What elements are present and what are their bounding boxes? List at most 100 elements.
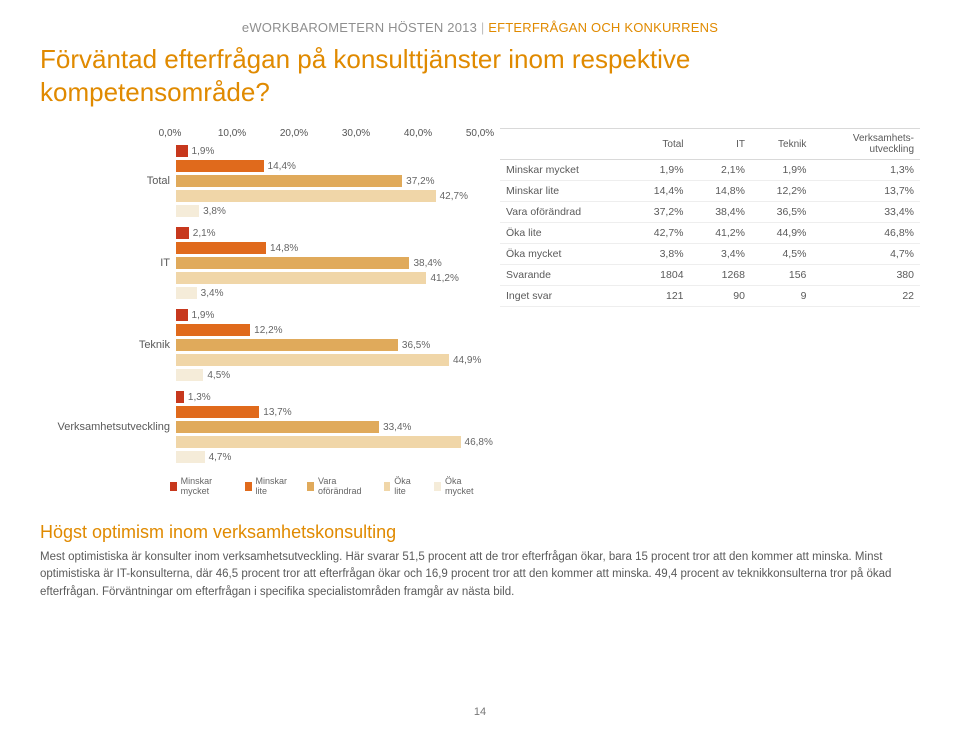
table-cell: 156: [751, 265, 812, 286]
group-label: Teknik: [40, 339, 176, 351]
bar-row: 46,8%: [40, 435, 480, 449]
bar-value: 36,5%: [398, 339, 430, 353]
x-axis: 0,0%10,0%20,0%30,0%40,0%50,0%: [40, 128, 480, 142]
table-cell: 90: [690, 286, 751, 307]
table-cell: 1,3%: [812, 160, 920, 181]
section-title: Högst optimism inom verksamhetskonsultin…: [40, 522, 920, 543]
table-header: Verksamhets-utveckling: [812, 129, 920, 160]
bar: 37,2%: [176, 175, 402, 187]
bar-chart: 0,0%10,0%20,0%30,0%40,0%50,0% 1,9%14,4%T…: [40, 128, 480, 496]
data-table-area: TotalITTeknikVerksamhets-utveckling Mins…: [500, 128, 920, 307]
legend-item: Vara oförändrad: [307, 476, 365, 496]
bar: 38,4%: [176, 257, 409, 269]
content-row: 0,0%10,0%20,0%30,0%40,0%50,0% 1,9%14,4%T…: [40, 128, 920, 496]
bar: 14,8%: [176, 242, 266, 254]
bar: 33,4%: [176, 421, 379, 433]
bar-row: 1,9%: [40, 308, 480, 322]
bar-value: 1,9%: [188, 145, 215, 159]
bar-value: 12,2%: [250, 324, 282, 338]
table-cell: 42,7%: [628, 223, 689, 244]
bar: 14,4%: [176, 160, 264, 172]
bar-value: 42,7%: [436, 190, 468, 204]
table-header: [500, 129, 628, 160]
table-header: Teknik: [751, 129, 812, 160]
table-cell: 9: [751, 286, 812, 307]
bar-row: Verksamhetsutveckling33,4%: [40, 420, 480, 434]
page-title: Förväntad efterfrågan på konsulttjänster…: [40, 43, 920, 108]
table-cell: 22: [812, 286, 920, 307]
legend-swatch: [307, 482, 314, 491]
bar-row: Total37,2%: [40, 174, 480, 188]
bar: 4,7%: [176, 451, 205, 463]
bar: 1,9%: [176, 145, 188, 157]
bar: 2,1%: [176, 227, 189, 239]
bar-value: 13,7%: [259, 406, 291, 420]
bar-value: 2,1%: [189, 227, 216, 241]
table-cell: 380: [812, 265, 920, 286]
table-cell: 4,5%: [751, 244, 812, 265]
group-label: Verksamhetsutveckling: [40, 421, 176, 433]
bar-row: 14,4%: [40, 159, 480, 173]
group-label: IT: [40, 257, 176, 269]
table-cell: 44,9%: [751, 223, 812, 244]
page-number: 14: [0, 706, 960, 718]
legend-item: Minskar mycket: [170, 476, 227, 496]
bar-row: 4,5%: [40, 368, 480, 382]
bar-row: 12,2%: [40, 323, 480, 337]
bar-row: 42,7%: [40, 189, 480, 203]
bar: 44,9%: [176, 354, 449, 366]
x-tick: 50,0%: [466, 128, 494, 139]
table-row: Minskar lite14,4%14,8%12,2%13,7%: [500, 181, 920, 202]
table-cell: 3,4%: [690, 244, 751, 265]
bar-value: 14,8%: [266, 242, 298, 256]
legend-label: Minskar lite: [256, 476, 290, 496]
bar-row: 3,8%: [40, 204, 480, 218]
bar-row: 14,8%: [40, 241, 480, 255]
table-cell: 1,9%: [751, 160, 812, 181]
table-cell: 12,2%: [751, 181, 812, 202]
x-tick: 40,0%: [404, 128, 432, 139]
bar-row: 44,9%: [40, 353, 480, 367]
table-cell: 36,5%: [751, 202, 812, 223]
x-tick: 0,0%: [159, 128, 182, 139]
bar: 4,5%: [176, 369, 203, 381]
legend-item: Öka lite: [384, 476, 417, 496]
bar-value: 33,4%: [379, 421, 411, 435]
bar-row: 3,4%: [40, 286, 480, 300]
chart-legend: Minskar mycket Minskar lite Vara oförändra…: [170, 476, 480, 496]
table-row: Öka lite42,7%41,2%44,9%46,8%: [500, 223, 920, 244]
legend-item: Öka mycket: [434, 476, 480, 496]
bar-row: 41,2%: [40, 271, 480, 285]
bar-row: 2,1%: [40, 226, 480, 240]
table-row: Minskar mycket1,9%2,1%1,9%1,3%: [500, 160, 920, 181]
table-cell: Minskar mycket: [500, 160, 628, 181]
bar: 1,3%: [176, 391, 184, 403]
table-cell: 46,8%: [812, 223, 920, 244]
table-cell: 121: [628, 286, 689, 307]
body-text: Mest optimistiska är konsulter inom verk…: [40, 549, 920, 601]
table-cell: Vara oförändrad: [500, 202, 628, 223]
table-cell: 33,4%: [812, 202, 920, 223]
table-header: Total: [628, 129, 689, 160]
data-table: TotalITTeknikVerksamhets-utveckling Mins…: [500, 128, 920, 307]
table-cell: Inget svar: [500, 286, 628, 307]
bar-value: 4,5%: [203, 369, 230, 383]
bar: 42,7%: [176, 190, 436, 202]
breadcrumb: eWORKBAROMETERN HÖSTEN 2013 | EFTERFRÅGA…: [40, 20, 920, 35]
breadcrumb-right: EFTERFRÅGAN OCH KONKURRENS: [488, 20, 718, 35]
bar-value: 1,9%: [188, 309, 215, 323]
bar: 3,4%: [176, 287, 197, 299]
bar-value: 37,2%: [402, 175, 434, 189]
x-tick: 10,0%: [218, 128, 246, 139]
bar-row: IT38,4%: [40, 256, 480, 270]
bar-value: 4,7%: [205, 451, 232, 465]
table-cell: 13,7%: [812, 181, 920, 202]
legend-swatch: [434, 482, 441, 491]
legend-label: Öka mycket: [445, 476, 480, 496]
bar: 36,5%: [176, 339, 398, 351]
table-cell: 1268: [690, 265, 751, 286]
bar-value: 1,3%: [184, 391, 211, 405]
bar: 1,9%: [176, 309, 188, 321]
table-cell: 38,4%: [690, 202, 751, 223]
bar-value: 14,4%: [264, 160, 296, 174]
